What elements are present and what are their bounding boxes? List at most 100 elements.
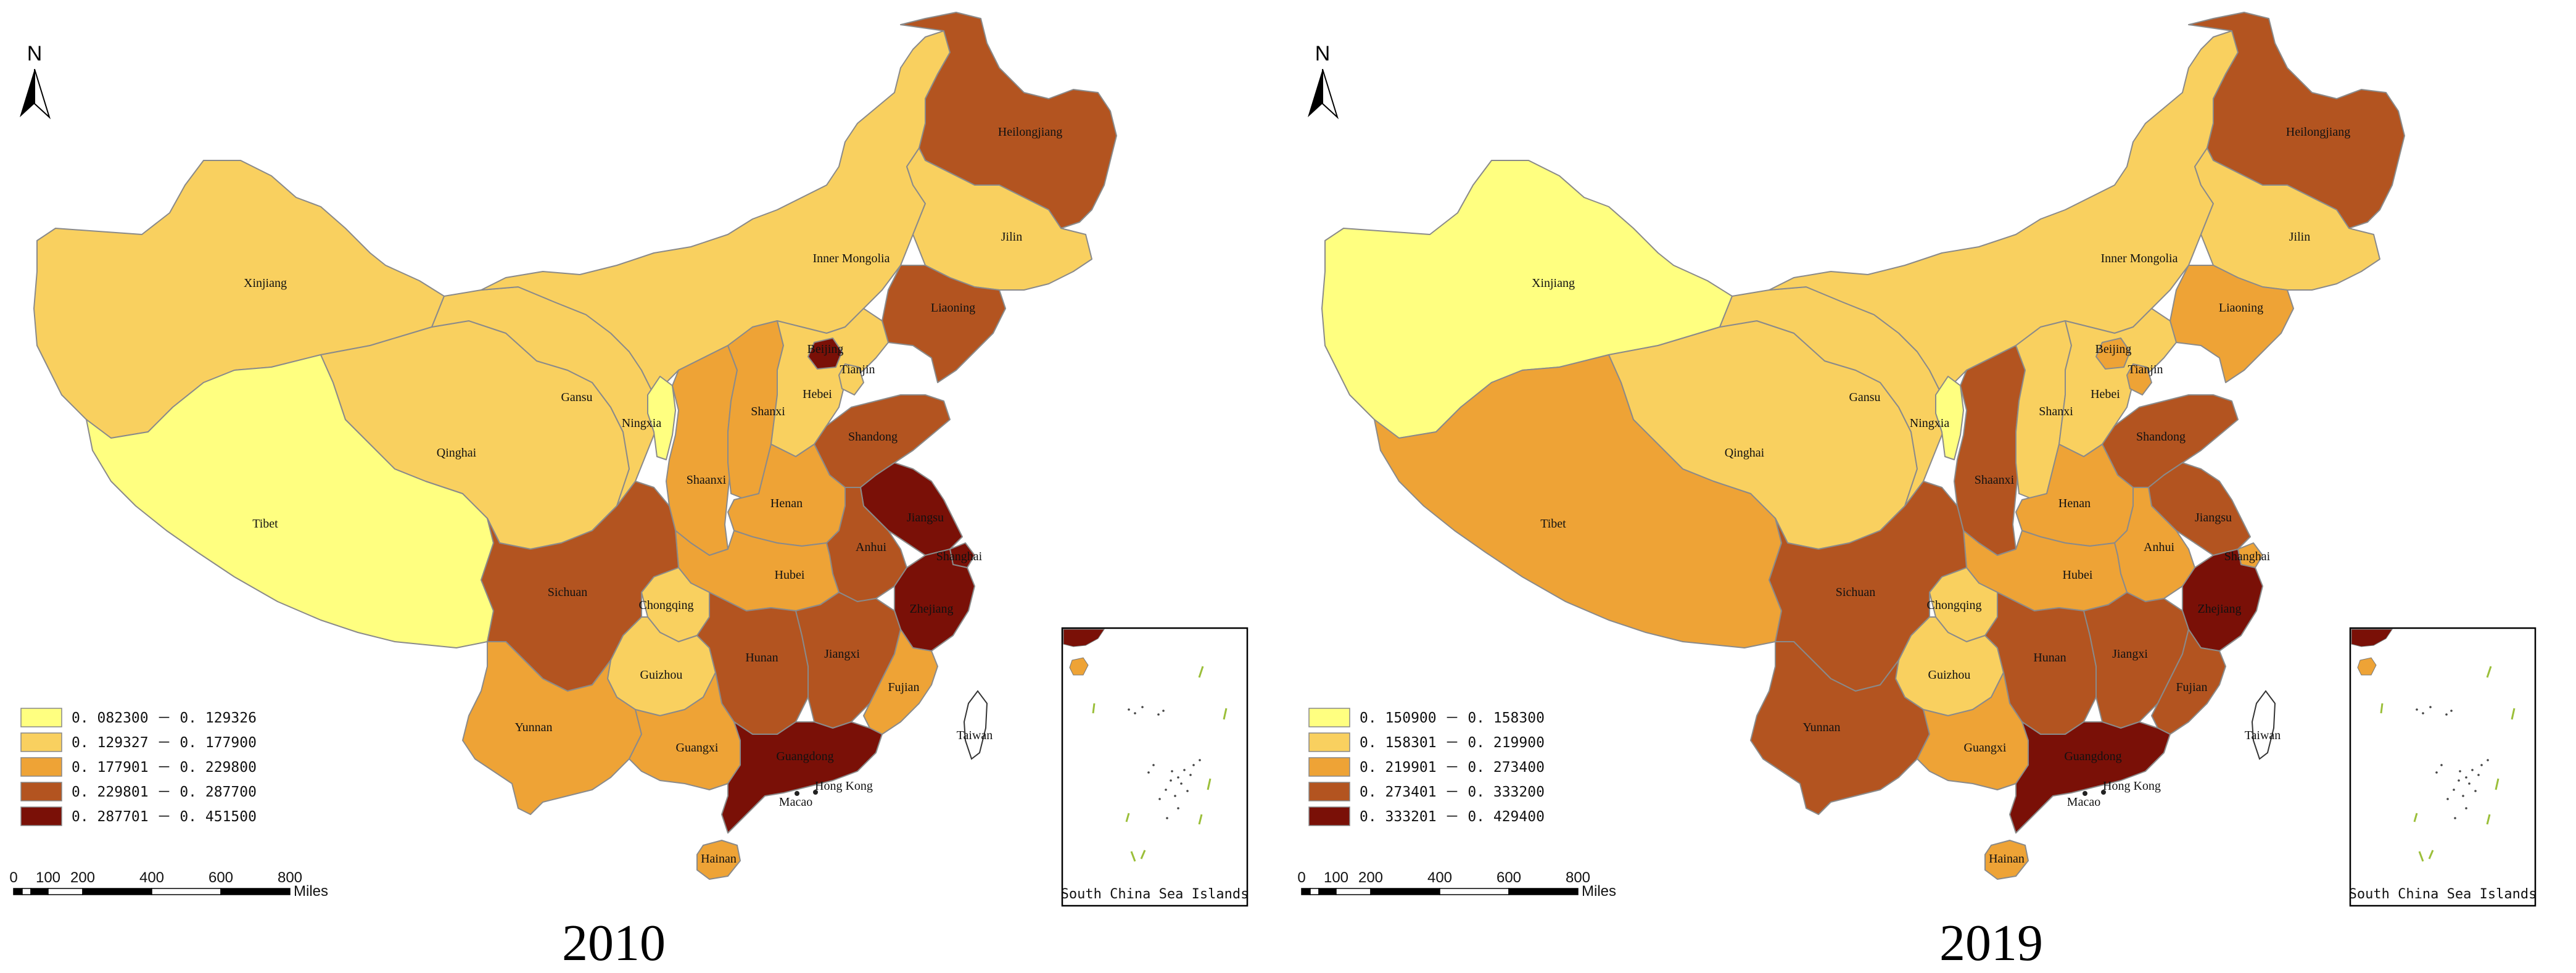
province-tianjin: [2126, 363, 2152, 395]
province-hebei: [2058, 308, 2177, 457]
label-gansu: Gansu: [1849, 391, 1880, 404]
province-yunnan: [1750, 641, 1930, 815]
scale-tick-label: 100: [1324, 869, 1348, 886]
inset-caption: South China Sea Islands: [2349, 887, 2537, 902]
label-shaanxi: Shaanxi: [1975, 473, 2015, 487]
province-beijing: [807, 337, 843, 370]
legend-swatch: [20, 806, 62, 826]
label-heilongjiang: Heilongjiang: [2286, 125, 2350, 139]
label-tibet: Tibet: [252, 517, 278, 531]
label-shanxi: Shanxi: [751, 405, 785, 418]
inset-caption: South China Sea Islands: [1061, 887, 1249, 902]
scale-tick-label: 800: [1566, 869, 1590, 886]
inset-south-china-sea: South China Sea Islands: [1061, 627, 1249, 907]
label-shandong: Shandong: [2136, 430, 2186, 444]
label-inner-mongolia: Inner Mongolia: [2101, 252, 2178, 265]
label-hainan: Hainan: [1989, 852, 2025, 866]
hong-kong-marker: [813, 790, 818, 795]
north-letter: N: [27, 42, 43, 65]
label-hubei: Hubei: [2063, 568, 2093, 582]
label-shanxi: Shanxi: [2039, 405, 2073, 418]
label-hong-kong: Hong Kong: [815, 779, 873, 793]
legend-label: 0. 333201 － 0. 429400: [1360, 809, 1545, 825]
scale-unit: Miles: [1582, 883, 1616, 900]
province-taiwan: [963, 690, 988, 760]
label-beijing: Beijing: [807, 342, 844, 356]
label-ningxia: Ningxia: [1910, 416, 1950, 430]
label-ningxia: Ningxia: [622, 416, 662, 430]
label-guangdong: Guangdong: [2064, 750, 2121, 763]
label-qinghai: Qinghai: [437, 446, 477, 460]
label-beijing: Beijing: [2095, 342, 2132, 356]
legend: 0. 082300 － 0. 129326 0. 129327 － 0. 1779…: [20, 708, 257, 826]
label-jiangsu: Jiangsu: [2195, 511, 2232, 524]
province-heilongjiang: [2188, 12, 2405, 229]
label-shanghai: Shanghai: [2224, 550, 2271, 563]
scale-unit: Miles: [294, 883, 328, 900]
province-hainan: [696, 840, 741, 880]
label-jilin: Jilin: [2289, 230, 2310, 244]
scale-tick-label: 100: [36, 869, 60, 886]
legend-label: 0. 229801 － 0. 287700: [72, 784, 257, 800]
legend-label: 0. 273401 － 0. 333200: [1360, 784, 1545, 800]
north-arrow-icon: N: [1308, 42, 1339, 120]
label-anhui: Anhui: [2144, 540, 2174, 554]
scale-tick-label: 600: [1496, 869, 1521, 886]
province-shaanxi: [1954, 345, 2026, 556]
province-heilongjiang: [900, 12, 1117, 229]
label-chongqing: Chongqing: [639, 598, 694, 612]
legend-label: 0. 219901 － 0. 273400: [1360, 760, 1545, 776]
legend: 0. 150900 － 0. 158300 0. 158301 － 0. 2199…: [1308, 708, 1545, 826]
province-yunnan: [462, 641, 642, 815]
province-fujian: [2151, 629, 2226, 735]
scale-tick-label: 200: [1358, 869, 1383, 886]
province-hainan: [1984, 840, 2029, 880]
inset-frame: [2349, 627, 2537, 907]
legend-label: 0. 158301 － 0. 219900: [1360, 735, 1545, 751]
province-ningxia: [1935, 376, 1964, 460]
legend-label: 0. 082300 － 0. 129326: [72, 710, 257, 726]
label-yunnan: Yunnan: [1802, 721, 1840, 734]
label-shaanxi: Shaanxi: [687, 473, 727, 487]
label-jiangxi: Jiangxi: [2112, 647, 2148, 661]
label-guizhou: Guizhou: [640, 668, 683, 682]
scale-tick-label: 0: [9, 869, 17, 886]
province-hebei: [770, 308, 889, 457]
scale-tick-label: 400: [1427, 869, 1452, 886]
label-sichuan: Sichuan: [1836, 586, 1875, 599]
label-henan: Henan: [770, 497, 803, 510]
label-macao: Macao: [2067, 795, 2100, 809]
label-fujian: Fujian: [888, 681, 919, 694]
label-fujian: Fujian: [2176, 681, 2207, 694]
inset-frame: [1061, 627, 1249, 907]
legend-swatch: [20, 708, 62, 727]
scale-tick-label: 800: [278, 869, 302, 886]
label-liaoning: Liaoning: [2219, 301, 2263, 315]
year-caption: 2010: [562, 914, 666, 972]
label-chongqing: Chongqing: [1927, 598, 1982, 612]
label-hainan: Hainan: [701, 852, 737, 866]
label-hebei: Hebei: [803, 387, 832, 401]
label-sichuan: Sichuan: [548, 586, 587, 599]
label-hunan: Hunan: [745, 651, 778, 665]
label-hong-kong: Hong Kong: [2103, 779, 2161, 793]
province-beijing: [2095, 337, 2131, 370]
map-svg: Xinjiang Tibet Qinghai Gansu Inner Mongolia H…: [1297, 12, 2537, 907]
label-tianjin: Tianjin: [840, 363, 875, 376]
legend-label: 0. 177901 － 0. 229800: [72, 760, 257, 776]
label-guangdong: Guangdong: [776, 750, 833, 763]
map-panel-2019: Xinjiang Tibet Qinghai Gansu Inner Mongolia H…: [1288, 0, 2576, 973]
province-tianjin: [838, 363, 864, 395]
legend-swatch: [1308, 708, 1350, 727]
legend-swatch: [20, 732, 62, 752]
scale-tick-label: 200: [70, 869, 95, 886]
label-qinghai: Qinghai: [1725, 446, 1765, 460]
label-yunnan: Yunnan: [514, 721, 552, 734]
legend-swatch: [1308, 806, 1350, 826]
label-jilin: Jilin: [1001, 230, 1022, 244]
label-anhui: Anhui: [856, 540, 886, 554]
label-guangxi: Guangxi: [1964, 741, 2007, 755]
legend-swatch: [1308, 757, 1350, 777]
